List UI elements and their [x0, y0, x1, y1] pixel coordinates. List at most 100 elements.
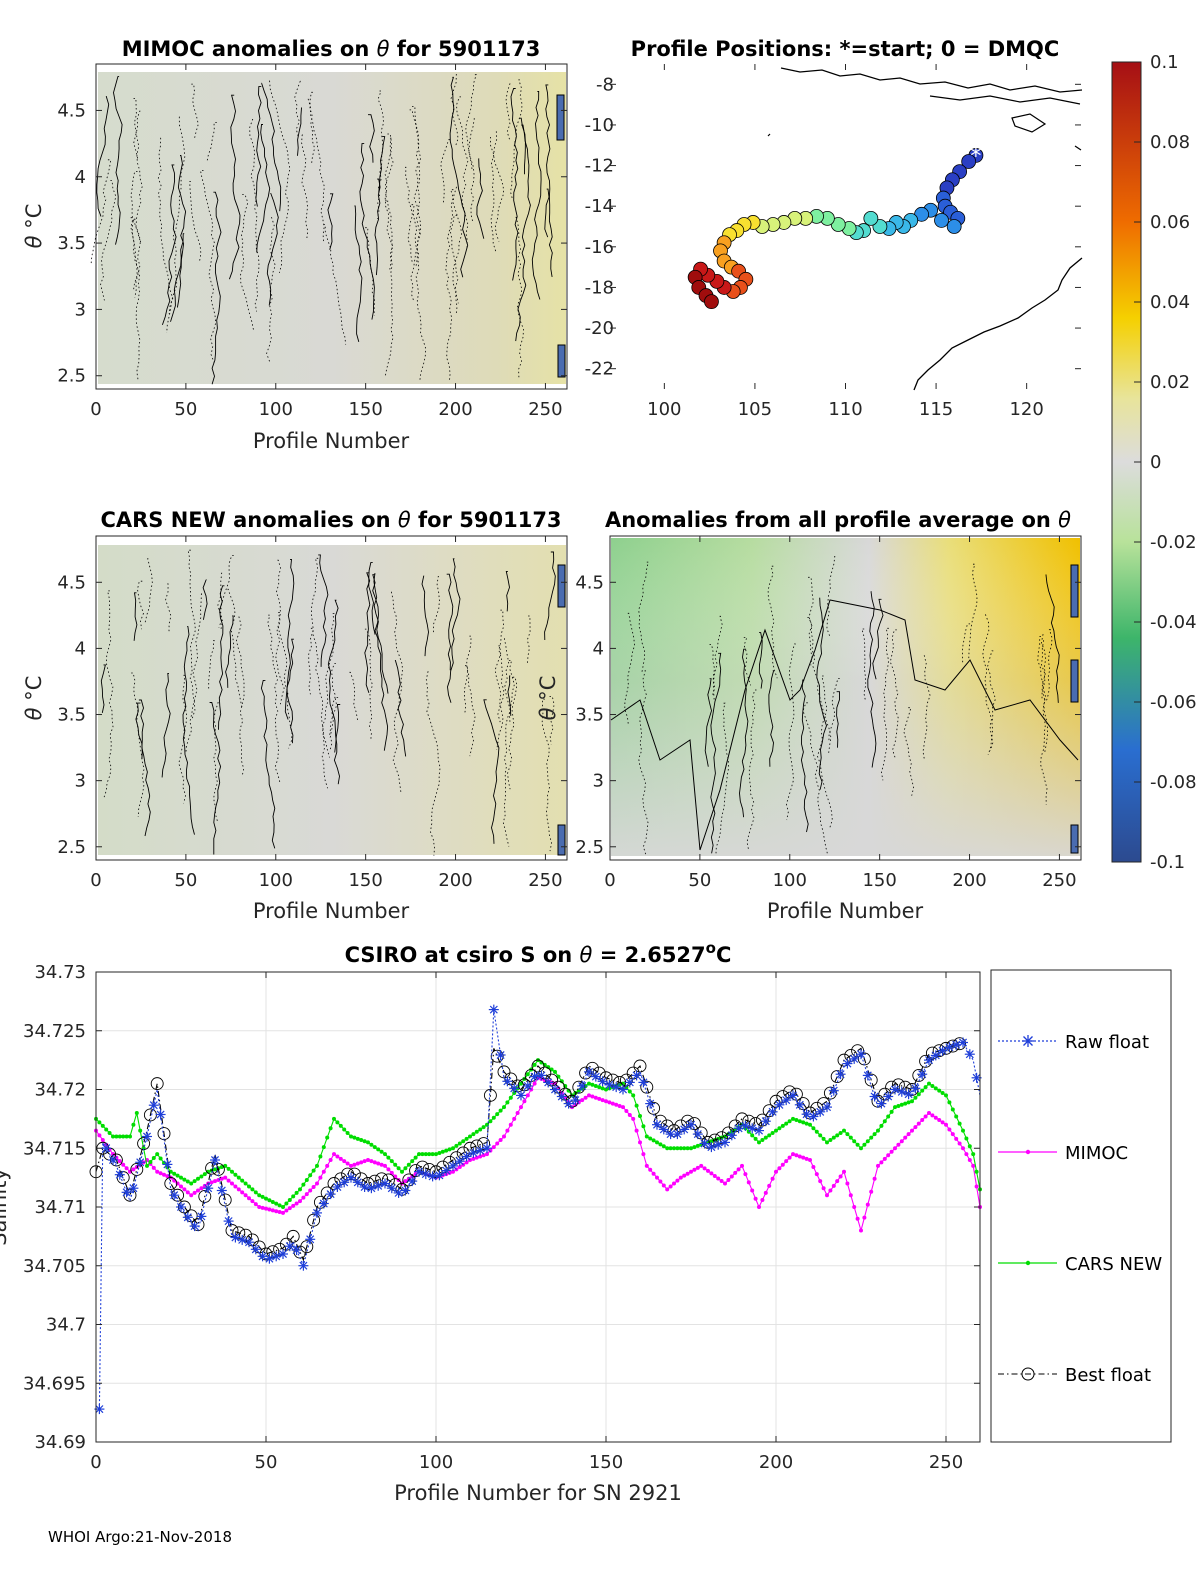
point-raw: [244, 1237, 254, 1248]
point-raw: [475, 1145, 486, 1156]
contour-line: [867, 591, 877, 768]
point-cars: [604, 1087, 608, 1092]
contour-line: [412, 106, 421, 267]
point-cars: [906, 1100, 911, 1105]
contour-line: [202, 579, 208, 620]
point-mimoc: [610, 1101, 615, 1106]
contour-line: [826, 556, 836, 637]
point-cars: [345, 1130, 350, 1135]
point-mimoc: [899, 1139, 904, 1144]
point-cars: [644, 1134, 649, 1139]
point-mimoc: [162, 1172, 166, 1177]
point-mimoc: [770, 1176, 775, 1181]
point-mimoc: [974, 1184, 979, 1189]
x-tick-label: 150: [589, 1452, 623, 1473]
point-mimoc: [223, 1175, 228, 1180]
point-raw: [726, 1130, 737, 1141]
point-mimoc: [777, 1166, 782, 1171]
point-raw: [713, 1139, 724, 1150]
point-cars: [281, 1205, 285, 1209]
point-cars: [138, 1128, 143, 1133]
point-mimoc: [638, 1140, 642, 1145]
point-mimoc: [923, 1114, 928, 1119]
point-cars: [553, 1069, 557, 1074]
point-mimoc: [658, 1179, 663, 1184]
colorbar-tick-label: -0.02: [1150, 532, 1197, 553]
point-mimoc: [842, 1169, 846, 1174]
contour-line: [739, 648, 749, 818]
point-raw: [414, 1166, 424, 1177]
x-tick-label: 200: [438, 870, 472, 891]
point-cars: [247, 1184, 251, 1189]
contour-line: [710, 652, 722, 854]
point-cars: [940, 1091, 945, 1096]
point-cars: [641, 1124, 646, 1129]
x-tick-label: 150: [348, 870, 382, 891]
point-cars: [277, 1203, 282, 1208]
contour-line: [987, 650, 996, 756]
contour-line: [494, 645, 504, 750]
point-best: [946, 1039, 960, 1053]
point-cars: [923, 1085, 928, 1090]
point-cars: [151, 1156, 156, 1161]
point-raw: [142, 1131, 152, 1142]
point-mimoc: [784, 1159, 789, 1164]
y-tick-label: -12: [585, 156, 614, 177]
legend-cars-label: CARS NEW: [1065, 1254, 1162, 1275]
point-mimoc: [488, 1148, 493, 1153]
contour-line: [502, 638, 511, 847]
point-cars: [872, 1132, 877, 1137]
colorbar-tick-label: 0.08: [1150, 132, 1190, 153]
contour-line: [800, 679, 809, 833]
point-cars: [332, 1116, 336, 1121]
point-cars: [379, 1149, 384, 1154]
point-mimoc: [757, 1205, 761, 1209]
point-cars: [481, 1125, 486, 1130]
contour-line: [349, 671, 358, 721]
point-best: [653, 1114, 667, 1128]
mimoc-contours: [90, 74, 553, 385]
point-cars: [920, 1088, 925, 1093]
cars-x-label: Profile Number: [253, 899, 410, 923]
legend-raw-label: Raw float: [1065, 1032, 1149, 1053]
contour-line: [425, 671, 441, 856]
point-mimoc: [723, 1181, 727, 1186]
point-raw: [346, 1172, 356, 1183]
point-cars: [831, 1135, 836, 1140]
point-mimoc: [111, 1152, 115, 1157]
y-tick-label: 34.69: [34, 1432, 86, 1453]
point-cars: [937, 1088, 942, 1093]
point-mimoc: [763, 1190, 768, 1195]
point-mimoc: [954, 1136, 959, 1141]
point-cars: [420, 1152, 425, 1157]
point-best: [755, 1113, 769, 1127]
y-tick-label: 2.5: [575, 837, 604, 858]
point-raw: [754, 1125, 764, 1136]
point-mimoc: [590, 1094, 595, 1099]
x-tick-label: 50: [688, 870, 711, 891]
y-tick-label: 3.5: [57, 705, 86, 726]
colorbar-tick-label: 0.02: [1150, 372, 1190, 393]
point-cars: [763, 1135, 768, 1140]
point-raw: [155, 1109, 166, 1120]
colorbar-ticks: 0.1 0.08 0.06 0.04 0.02 0 -0.02 -0.04 -0.06 -0.08…: [1134, 52, 1197, 873]
point-best: [205, 1161, 219, 1175]
point-mimoc: [804, 1156, 809, 1161]
point-mimoc: [808, 1158, 812, 1162]
point-cars: [927, 1081, 931, 1086]
point-raw: [808, 1111, 819, 1122]
point-raw: [284, 1241, 295, 1252]
point-cars: [362, 1139, 367, 1144]
point-mimoc: [321, 1169, 326, 1174]
point-cars: [308, 1173, 313, 1178]
point-mimoc: [593, 1095, 598, 1100]
contour-line: [767, 565, 778, 679]
contour-line: [103, 590, 114, 800]
y-tick-label: 34.71: [34, 1197, 86, 1218]
contour-line: [541, 698, 553, 852]
point-mimoc: [230, 1181, 234, 1186]
avg-y-label: θ °C: [536, 676, 560, 721]
contour-line: [373, 573, 389, 694]
point-cars: [801, 1120, 806, 1125]
y-tick-label: 34.705: [23, 1256, 86, 1277]
